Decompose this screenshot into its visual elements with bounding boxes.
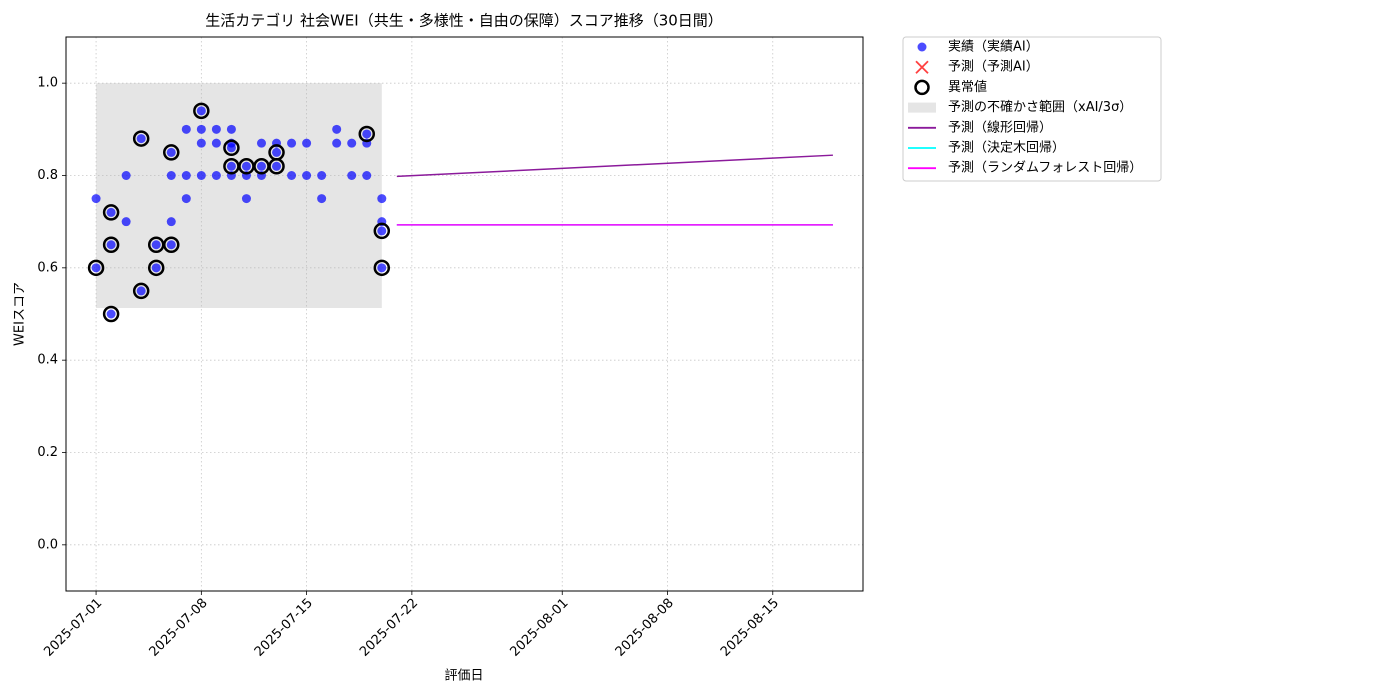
- data-point: [211, 124, 221, 134]
- data-point: [241, 194, 251, 204]
- data-point: [332, 124, 342, 134]
- anomaly-marker: [132, 130, 150, 147]
- anomaly-marker: [268, 158, 285, 175]
- data-point: [377, 263, 387, 273]
- x-axis-label: 評価日: [444, 669, 483, 684]
- data-point: [181, 124, 191, 134]
- data-point: [196, 124, 206, 134]
- data-point: [106, 309, 116, 319]
- data-point: [226, 143, 236, 153]
- anomaly-marker: [223, 139, 240, 157]
- data-point: [106, 240, 116, 250]
- anomaly-marker: [102, 236, 120, 253]
- anomaly-marker: [373, 259, 391, 277]
- anomaly-marker: [163, 144, 180, 161]
- data-point: [91, 263, 101, 273]
- data-point: [377, 226, 387, 236]
- y-tick-label: 0.8: [37, 168, 58, 183]
- anomaly-marker: [102, 204, 120, 221]
- data-point: [347, 138, 357, 148]
- legend-symbol: [908, 102, 936, 113]
- data-point: [196, 171, 206, 180]
- data-point: [181, 171, 191, 180]
- data-point: [211, 138, 221, 148]
- legend-label: 異常値: [948, 79, 987, 95]
- forecast-line: [396, 154, 833, 178]
- data-point: [166, 240, 176, 250]
- y-tick-label: 1.0: [37, 76, 58, 91]
- legend-label: 予測（線形回帰）: [948, 119, 1052, 135]
- legend-label: 予測の不確かさ範囲（xAI/3σ）: [948, 99, 1132, 115]
- data-point: [347, 171, 357, 180]
- data-point: [196, 138, 206, 148]
- data-point: [151, 240, 161, 250]
- data-point: [196, 106, 206, 116]
- data-point: [272, 147, 282, 157]
- legend-label: 予測（予測AI）: [948, 60, 1039, 75]
- y-tick-label: 0.0: [37, 537, 58, 552]
- data-point: [166, 217, 176, 227]
- data-point: [287, 138, 297, 148]
- legend-symbol: [915, 60, 929, 74]
- data-point: [302, 171, 312, 180]
- legend-label: 予測（決定木回帰）: [948, 140, 1065, 156]
- data-point: [136, 134, 146, 144]
- data-point: [181, 194, 191, 204]
- data-point: [91, 194, 101, 204]
- anomaly-marker: [132, 282, 150, 300]
- data-point: [166, 147, 176, 157]
- legend-symbol: [914, 79, 930, 96]
- data-point: [226, 161, 236, 171]
- data-point: [317, 194, 327, 204]
- data-point: [226, 124, 236, 134]
- legend-box: [902, 36, 1162, 182]
- data-point: [287, 171, 297, 180]
- data-point: [317, 171, 327, 180]
- anomaly-marker: [358, 125, 376, 143]
- data-point: [362, 129, 372, 139]
- data-point: [151, 263, 161, 273]
- data-point: [121, 171, 131, 180]
- plot-area: [66, 37, 863, 591]
- data-point: [377, 194, 387, 204]
- y-tick-label: 0.2: [37, 445, 58, 460]
- data-point: [121, 217, 131, 227]
- legend-symbol: [917, 42, 927, 52]
- data-point: [136, 286, 146, 296]
- y-tick-label: 0.6: [37, 260, 58, 275]
- data-point: [272, 161, 282, 171]
- anomaly-marker: [102, 305, 120, 323]
- data-point: [256, 161, 266, 171]
- anomaly-marker: [147, 259, 165, 277]
- legend-label: 実績（実績AI）: [948, 39, 1039, 55]
- axes-frame: [65, 36, 864, 592]
- anomaly-marker: [163, 236, 180, 253]
- y-tick-label: 0.4: [37, 353, 58, 368]
- data-point: [211, 171, 221, 180]
- data-point: [302, 138, 312, 148]
- data-point: [332, 138, 342, 148]
- data-point: [256, 138, 266, 148]
- data-point: [241, 161, 251, 171]
- data-point: [106, 207, 116, 217]
- anomaly-marker: [193, 102, 210, 120]
- data-point: [362, 171, 372, 180]
- anomaly-marker: [373, 222, 391, 240]
- data-point: [166, 171, 176, 180]
- uncertainty-band: [96, 83, 382, 308]
- chart-title: 生活カテゴリ 社会WEI（共生・多様性・自由の保障）スコア推移（30日間）: [205, 12, 723, 30]
- y-axis-label: WEIスコア: [13, 282, 28, 346]
- legend-label: 予測（ランダムフォレスト回帰）: [948, 160, 1142, 176]
- anomaly-marker: [87, 259, 105, 277]
